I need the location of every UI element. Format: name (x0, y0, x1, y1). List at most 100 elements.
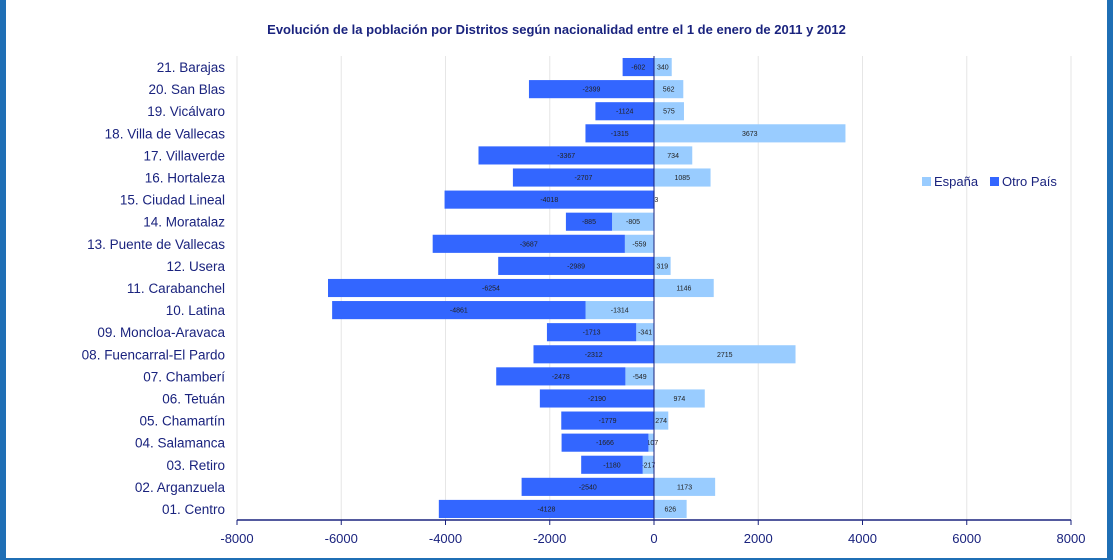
data-label-otro-pais-12: -1713 (583, 330, 601, 337)
bar-otro-pais-4 (478, 146, 654, 165)
tick-label-2: -4000 (429, 531, 462, 546)
bar-otro-pais-10 (328, 278, 654, 298)
data-label-espana-14: -549 (633, 374, 647, 381)
bar-otro-pais-3 (585, 124, 654, 143)
bar-espana-17 (648, 433, 654, 452)
bar-otro-pais-13 (533, 345, 654, 364)
data-label-otro-pais-8: -3687 (520, 241, 538, 248)
data-label-otro-pais-17: -1666 (596, 440, 614, 447)
data-label-otro-pais-1: -2399 (583, 87, 601, 94)
tick-label-4: 0 (650, 531, 657, 546)
category-label-10: 11. Carabanchel (127, 281, 225, 296)
data-label-espana-17: -107 (644, 440, 658, 447)
data-label-espana-3: 3673 (742, 131, 758, 138)
data-label-espana-1: 562 (663, 87, 675, 94)
category-label-19: 02. Arganzuela (135, 480, 226, 495)
bar-otro-pais-17 (561, 433, 649, 452)
category-label-2: 19. Vicálvaro (147, 104, 225, 119)
bar-otro-pais-14 (496, 367, 626, 386)
data-label-espana-2: 575 (663, 109, 675, 116)
data-label-otro-pais-9: -2989 (567, 263, 585, 270)
bar-espana-7 (612, 212, 654, 231)
bar-otro-pais-12 (546, 323, 637, 342)
tick-label-5: 2000 (744, 531, 773, 546)
category-label-9: 12. Usera (166, 259, 225, 274)
bar-espana-12 (636, 323, 654, 342)
bar-espana-15 (654, 389, 705, 408)
data-label-otro-pais-14: -2478 (552, 374, 570, 381)
data-label-espana-0: 340 (657, 65, 669, 72)
bar-otro-pais-18 (581, 455, 643, 474)
data-label-otro-pais-11: -4861 (450, 308, 468, 315)
category-label-18: 03. Retiro (166, 458, 225, 473)
data-label-otro-pais-15: -2190 (588, 396, 606, 403)
tick-label-7: 6000 (952, 531, 981, 546)
bar-otro-pais-9 (498, 256, 654, 275)
bar-otro-pais-20 (438, 499, 654, 519)
data-label-otro-pais-3: -1315 (611, 131, 629, 138)
category-label-5: 16. Hortaleza (145, 171, 226, 186)
category-label-15: 06. Tetuán (162, 391, 225, 406)
data-label-otro-pais-7: -885 (582, 219, 596, 226)
data-label-otro-pais-10: -6254 (482, 286, 500, 293)
data-label-otro-pais-2: -1124 (616, 109, 633, 116)
bar-otro-pais-15 (539, 389, 654, 408)
bar-espana-14 (625, 367, 654, 386)
category-label-0: 21. Barajas (157, 60, 226, 75)
tick-label-0: -8000 (220, 531, 253, 546)
bar-otro-pais-7 (565, 212, 613, 231)
bar-otro-pais-6 (444, 190, 654, 209)
bar-espana-16 (654, 411, 669, 430)
data-label-otro-pais-13: -2312 (585, 352, 603, 359)
category-label-16: 05. Chamartín (139, 414, 225, 429)
bar-espana-10 (654, 278, 714, 298)
bar-espana-1 (654, 80, 684, 99)
data-label-espana-12: -341 (638, 330, 652, 337)
category-label-4: 17. Villaverde (143, 148, 225, 163)
data-label-espana-11: -1314 (611, 308, 629, 315)
legend-label-otro-pais: Otro País (1002, 174, 1057, 189)
category-label-11: 10. Latina (166, 303, 226, 318)
data-label-espana-9: 319 (656, 263, 668, 270)
data-label-otro-pais-18: -1180 (603, 462, 620, 469)
bar-espana-2 (654, 102, 684, 121)
tick-label-1: -6000 (325, 531, 358, 546)
bar-otro-pais-2 (595, 102, 654, 121)
data-label-espana-13: 2715 (717, 352, 733, 359)
data-label-otro-pais-5: -2707 (574, 175, 592, 182)
category-label-8: 13. Puente de Vallecas (87, 237, 225, 252)
category-label-12: 09. Moncloa-Aravaca (97, 325, 225, 340)
category-label-20: 01. Centro (162, 502, 225, 517)
data-label-otro-pais-16: -1779 (599, 418, 617, 425)
category-label-6: 15. Ciudad Lineal (120, 193, 225, 208)
bar-otro-pais-8 (432, 234, 625, 253)
bar-espana-3 (654, 124, 846, 143)
category-label-14: 07. Chamberí (143, 369, 225, 384)
bar-otro-pais-5 (512, 168, 654, 187)
bar-espana-5 (654, 168, 711, 187)
data-label-otro-pais-6: -4018 (540, 197, 558, 204)
data-label-espana-10: 1146 (676, 286, 691, 293)
data-label-espana-7: -805 (626, 219, 640, 226)
bar-espana-20 (654, 499, 687, 519)
bar-espana-13 (654, 345, 796, 364)
bar-otro-pais-0 (622, 57, 654, 77)
data-label-espana-5: 1085 (674, 175, 690, 182)
legend-label-espana: España (934, 174, 979, 189)
tick-label-3: -2000 (533, 531, 566, 546)
data-label-otro-pais-4: -3367 (557, 153, 575, 160)
category-label-13: 08. Fuencarral-El Pardo (82, 347, 225, 362)
bar-espana-11 (585, 301, 654, 320)
category-label-17: 04. Salamanca (135, 436, 226, 451)
data-label-otro-pais-20: -4128 (537, 506, 555, 513)
category-label-7: 14. Moratalaz (143, 215, 225, 230)
legend-swatch-espana (922, 177, 931, 186)
legend-swatch-otro-pais (990, 177, 999, 186)
data-label-espana-4: 734 (667, 153, 679, 160)
bar-otro-pais-16 (561, 411, 654, 430)
bar-otro-pais-19 (521, 477, 654, 496)
bar-espana-8 (624, 234, 654, 253)
data-label-espana-20: 626 (664, 506, 676, 513)
data-label-otro-pais-19: -2540 (579, 484, 597, 491)
